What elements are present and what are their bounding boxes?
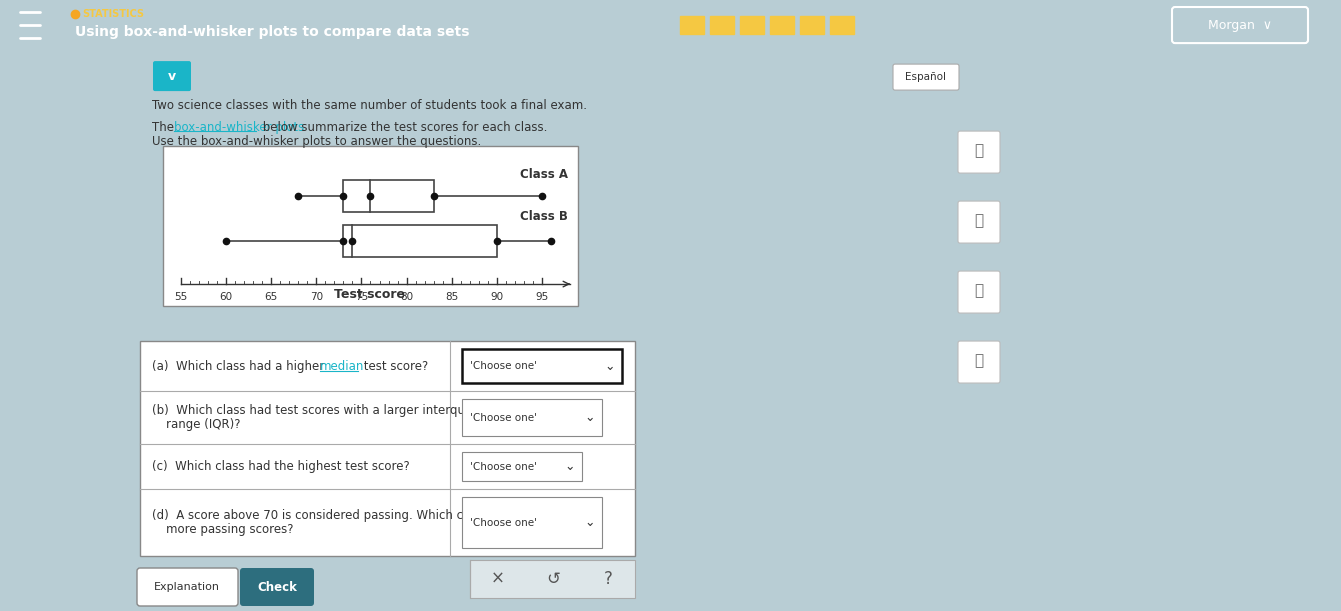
Bar [830,16,854,34]
Text: ⌄: ⌄ [565,460,575,473]
Text: ⌄: ⌄ [585,516,595,529]
Text: 'Choose one': 'Choose one' [469,518,536,527]
Text: 'Choose one': 'Choose one' [469,361,536,371]
Text: Test score: Test score [334,288,405,301]
Bar [770,16,794,34]
Bar [463,399,602,436]
Text: 🔍: 🔍 [975,144,983,159]
Text: 90: 90 [491,292,503,302]
Text: Explanation: Explanation [154,582,220,592]
Bar [709,16,734,34]
Text: 70: 70 [310,292,323,302]
Text: Two science classes with the same number of students took a final exam.: Two science classes with the same number… [152,98,587,112]
Text: 📄: 📄 [975,284,983,299]
Bar [139,341,636,556]
Bar [801,16,823,34]
FancyBboxPatch shape [957,201,1000,243]
Text: median: median [320,359,365,373]
Text: (a)  Which class had a higher: (a) Which class had a higher [152,359,329,373]
Text: Español: Español [905,72,947,82]
Text: Class B: Class B [520,210,569,222]
Text: Use the box-and-whisker plots to answer the questions.: Use the box-and-whisker plots to answer … [152,134,481,148]
Text: Using box-and-whisker plots to compare data sets: Using box-and-whisker plots to compare d… [75,25,469,39]
Text: 55: 55 [174,292,188,302]
FancyBboxPatch shape [893,64,959,90]
Bar [680,16,704,34]
Text: v: v [168,70,176,82]
Text: 📋: 📋 [975,214,983,229]
Bar [343,225,496,257]
Text: STATISTICS: STATISTICS [82,9,143,19]
Text: box-and-whisker plots: box-and-whisker plots [174,120,304,134]
Text: ×: × [491,570,506,588]
Text: Morgan  ∨: Morgan ∨ [1208,18,1273,32]
Text: 65: 65 [264,292,278,302]
Bar [740,16,764,34]
Text: (d)  A score above 70 is considered passing. Which class had: (d) A score above 70 is considered passi… [152,509,512,522]
Bar [469,560,636,598]
Text: more passing scores?: more passing scores? [166,523,294,536]
FancyBboxPatch shape [957,131,1000,173]
Text: (c)  Which class had the highest test score?: (c) Which class had the highest test sco… [152,460,410,473]
Text: The: The [152,120,178,134]
Text: (b)  Which class had test scores with a larger interquartile: (b) Which class had test scores with a l… [152,404,496,417]
Bar [463,452,582,481]
Text: below summarize the test scores for each class.: below summarize the test scores for each… [259,120,547,134]
Text: 🔢: 🔢 [975,354,983,368]
Text: Check: Check [257,580,296,593]
Text: ⌄: ⌄ [585,411,595,424]
FancyBboxPatch shape [957,271,1000,313]
Text: Class A: Class A [520,167,569,181]
Text: 75: 75 [355,292,367,302]
Text: 60: 60 [220,292,233,302]
Text: 'Choose one': 'Choose one' [469,461,536,472]
Text: 85: 85 [445,292,459,302]
FancyBboxPatch shape [153,61,190,91]
Text: 80: 80 [400,292,413,302]
Bar [463,497,602,548]
Text: ↺: ↺ [546,570,561,588]
Text: ⌄: ⌄ [605,359,616,373]
Text: range (IQR)?: range (IQR)? [166,418,240,431]
Text: 'Choose one': 'Choose one' [469,412,536,423]
Text: test score?: test score? [359,359,428,373]
Text: 95: 95 [535,292,548,302]
FancyBboxPatch shape [137,568,237,606]
FancyBboxPatch shape [240,568,314,606]
Bar [164,146,578,306]
Bar [463,349,622,383]
Bar [343,180,433,212]
FancyBboxPatch shape [957,341,1000,383]
Text: ?: ? [603,570,613,588]
